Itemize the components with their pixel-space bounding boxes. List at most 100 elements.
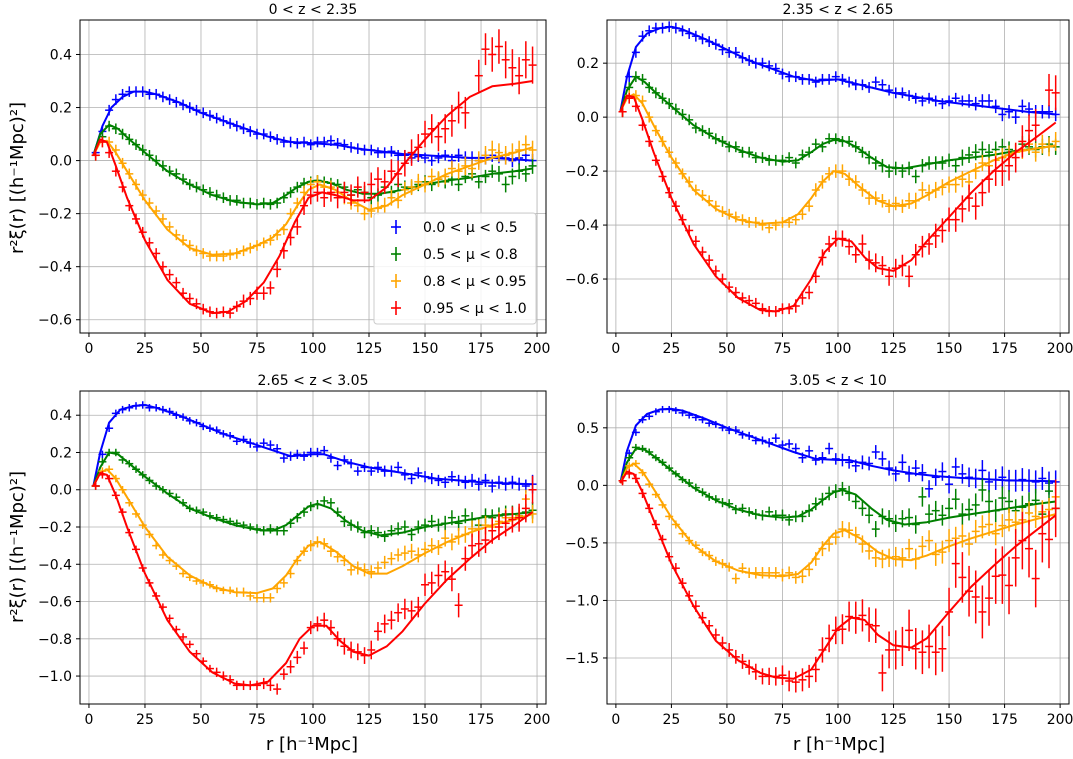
data-point [918,630,927,675]
x-tick-label: 0 [85,341,94,357]
data-point [387,552,396,566]
data-point [461,546,470,571]
data-point [705,254,714,266]
data-point [481,527,490,554]
y-axis-label-top: r²ξ(r) [(h⁻¹Mpc)²] [7,102,28,254]
data-point [905,609,914,652]
data-point [508,506,517,533]
data-point [528,140,537,160]
data-point [461,475,470,489]
x-tick-label: 175 [468,341,495,357]
data-point [938,540,947,564]
series [618,460,1060,584]
data-point [898,164,907,178]
y-tick-label: −0.8 [38,632,72,648]
data-point [320,496,329,506]
data-point [958,524,967,548]
data-point [878,451,887,467]
plot-area [91,29,537,319]
data-point [991,522,1000,546]
data-point [461,96,470,129]
data-point [938,98,947,110]
data-point [878,79,887,91]
y-tick-label: 0.4 [50,408,72,424]
x-tick-label: 150 [936,341,963,357]
data-point [474,59,483,92]
data-point [481,169,490,184]
data-point [891,196,900,211]
model-curve [619,407,1056,484]
data-point [978,478,987,502]
x-tick-label: 50 [718,341,736,357]
data-point [320,188,329,208]
data-point [805,664,814,688]
series [618,21,1060,124]
data-point [474,477,483,491]
data-point [938,504,947,526]
data-point [266,679,275,691]
data-point [931,542,940,566]
data-point [785,514,794,526]
data-point [878,654,887,692]
data-point [1051,75,1060,111]
data-point [798,208,807,220]
data-point [387,610,396,630]
data-point [400,469,409,481]
data-point [360,207,369,221]
series [91,86,537,168]
data-point [441,149,450,161]
data-point [918,181,927,199]
data-point [293,449,302,460]
data-point [931,468,940,486]
data-point [380,555,389,569]
data-point [785,439,794,449]
data-point [266,281,275,295]
data-point [938,625,947,672]
series [618,443,1060,538]
data-point [871,445,880,459]
data-point [266,593,275,603]
data-point [407,179,416,196]
data-point [811,138,820,150]
plot-area [618,21,1060,317]
data-point [367,565,376,579]
data-point [313,447,322,458]
x-tick-label: 50 [192,341,210,357]
data-point [878,256,887,275]
data-point [501,41,510,79]
data-point [468,533,477,558]
data-point [965,498,974,521]
data-point [945,529,954,553]
data-point [421,120,430,148]
data-point [185,640,194,649]
data-point [521,135,530,154]
y-tick-label: 0.2 [50,445,72,461]
y-tick-label: 0.0 [577,478,599,494]
model-curve [92,472,534,687]
data-point [805,285,814,300]
data-point [474,175,483,189]
y-tick-label: −1.5 [565,651,599,667]
data-point [528,46,537,84]
data-point [818,451,827,464]
data-point [266,440,275,450]
data-point [925,480,934,498]
data-point [958,552,967,603]
data-point [1051,479,1060,538]
data-point [805,200,814,212]
data-point [971,519,980,543]
data-point [898,454,907,471]
x-tick-label: 0 [611,712,620,728]
data-point [878,549,887,569]
panel-title: 0 < z < 2.35 [269,2,358,18]
panel-z-2.65-3.05: 0 25 50 75 100 125 150 175 200 −1.0 −0.8 −0.6 −0.4 −0… [38,373,550,728]
model-curve [619,75,1056,170]
data-point [938,218,947,243]
data-point [978,585,987,639]
data-point [488,37,497,72]
data-point [400,545,409,561]
data-point [394,603,403,623]
y-tick-label: 0.5 [577,421,599,437]
data-point [1025,519,1034,578]
data-point [367,204,376,218]
